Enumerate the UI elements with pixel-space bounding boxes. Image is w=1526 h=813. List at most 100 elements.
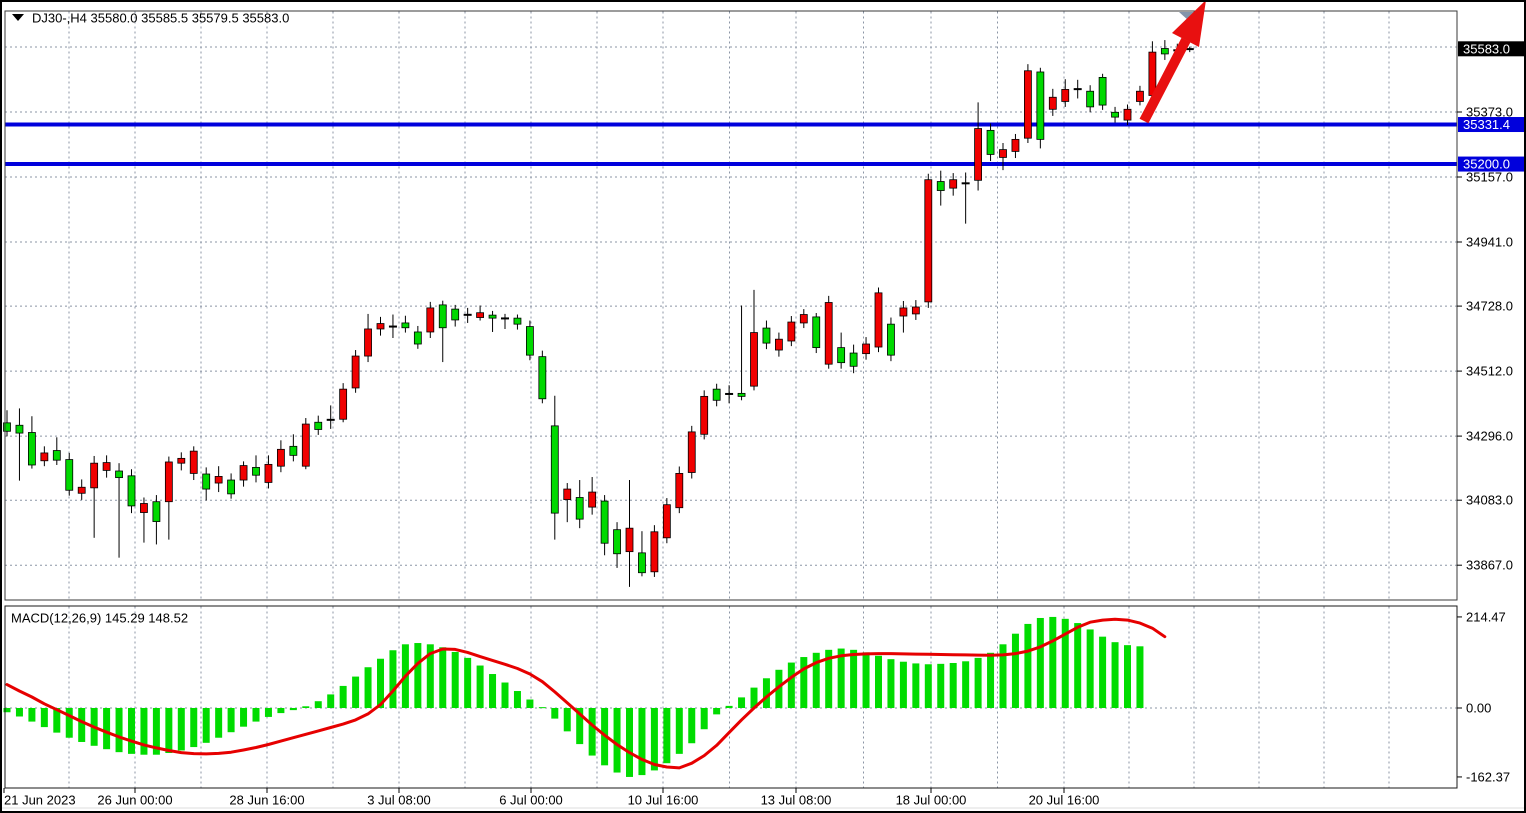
macd-histogram-bar	[15, 708, 23, 717]
bear-candle	[737, 392, 746, 397]
trend-arrow-shaft[interactable]	[1139, 37, 1191, 124]
bull-candle	[687, 431, 696, 473]
symbol-dropdown-icon[interactable]	[12, 14, 24, 21]
candlestick-series	[3, 40, 1194, 587]
bull-candle	[426, 307, 435, 333]
macd-histogram-bar	[289, 708, 297, 711]
level-price-badge	[1458, 156, 1524, 172]
macd-histogram-bar	[3, 708, 11, 713]
trend-arrow-head[interactable]	[1172, 2, 1206, 47]
macd-histogram-bar	[862, 652, 870, 708]
bull-candle	[924, 179, 933, 303]
macd-axis-label: 214.47	[1466, 609, 1506, 624]
bull-candle	[650, 531, 659, 573]
bear-candle	[1098, 76, 1107, 106]
bear-candle	[401, 322, 410, 329]
bull-candle	[949, 179, 958, 189]
bull-candle	[625, 527, 634, 553]
bear-candle	[289, 445, 298, 456]
macd-histogram-bar	[638, 708, 646, 776]
macd-histogram-bar	[426, 644, 434, 708]
macd-histogram-bar	[563, 708, 571, 732]
bull-candle	[588, 491, 597, 508]
bull-candle	[1136, 90, 1144, 102]
macd-histogram-bar	[688, 708, 696, 744]
macd-histogram-bar	[1036, 617, 1044, 708]
macd-histogram-bar	[1099, 636, 1107, 708]
time-axis-label: 26 Jun 00:00	[97, 793, 172, 808]
macd-histogram-bar	[451, 651, 459, 708]
bull-candle	[364, 328, 372, 357]
bull-candle	[799, 314, 808, 324]
macd-histogram-bar	[227, 708, 235, 733]
bull-candle	[787, 321, 796, 342]
bull-candle	[189, 450, 198, 474]
bull-candle	[1123, 108, 1132, 121]
bull-candle	[177, 457, 186, 464]
trend-arrow-annotation[interactable]	[1139, 2, 1206, 124]
bull-candle	[700, 395, 709, 435]
time-axis-label: 18 Jul 00:00	[896, 793, 967, 808]
bear-candle	[600, 500, 609, 544]
macd-histogram-bar	[103, 708, 111, 750]
bear-candle	[849, 352, 858, 367]
macd-indicator-label: MACD(12,26,9) 145.29 148.52	[11, 611, 188, 626]
macd-histogram-bar	[775, 669, 783, 708]
bull-candle	[874, 292, 883, 348]
horizontal-level-lines	[5, 122, 1457, 167]
macd-histogram-bar	[1024, 623, 1032, 708]
bear-candle	[413, 331, 422, 345]
macd-indicator-pane[interactable]	[5, 606, 1457, 788]
bear-candle	[314, 421, 323, 430]
macd-histogram-bar	[663, 708, 671, 764]
bull-candle	[376, 323, 385, 330]
time-axis-label: 13 Jul 08:00	[761, 793, 832, 808]
macd-histogram-bar	[650, 708, 658, 771]
macd-histogram-bar	[613, 708, 621, 773]
bull-candle	[1148, 51, 1157, 96]
macd-histogram-bar	[489, 674, 497, 708]
bear-candle	[513, 317, 522, 325]
macd-histogram-bar	[999, 644, 1007, 708]
macd-histogram-bar	[1074, 623, 1082, 708]
macd-histogram-bar	[626, 708, 633, 777]
price-axis-label: 34083.0	[1466, 493, 1513, 508]
bull-candle	[911, 306, 920, 315]
bear-candle	[986, 129, 995, 155]
macd-histogram-bar	[800, 657, 808, 708]
bull-candle	[750, 332, 758, 387]
macd-histogram-bar	[439, 647, 447, 708]
bull-candle	[999, 149, 1007, 158]
bear-candle	[712, 388, 721, 401]
macd-histogram-bar	[962, 661, 970, 708]
macd-histogram-bar	[78, 708, 86, 742]
bull-candle	[339, 388, 348, 420]
price-axis-label: 34728.0	[1466, 299, 1513, 314]
bear-candle	[1086, 90, 1095, 108]
macd-histogram-bar	[937, 663, 945, 708]
bear-candle	[526, 326, 534, 356]
macd-histogram-bar	[215, 708, 223, 738]
bear-candle	[550, 425, 559, 514]
macd-histogram-bar	[115, 708, 123, 753]
level-price-badge-text: 35200.0	[1463, 157, 1510, 172]
bull-candle	[476, 312, 485, 318]
current-price-badge-text: 35583.0	[1463, 41, 1510, 56]
macd-histogram-bar	[202, 708, 210, 743]
macd-histogram-bar	[476, 665, 484, 708]
bear-candle	[1036, 71, 1045, 140]
bull-candle	[1048, 96, 1057, 110]
bear-candle	[115, 470, 123, 479]
current-price-badge	[1458, 41, 1524, 57]
main-chart-pane[interactable]	[5, 11, 1457, 600]
macd-histogram-bar	[1111, 642, 1119, 708]
bull-candle	[662, 504, 671, 539]
bull-candle	[974, 128, 982, 181]
level-price-badge	[1458, 117, 1524, 133]
macd-histogram-bar	[1061, 618, 1069, 708]
macd-histogram-bar	[28, 708, 36, 722]
bear-candle	[613, 529, 621, 555]
macd-histogram-bar	[65, 708, 73, 738]
time-axis-label: 6 Jul 00:00	[499, 793, 563, 808]
